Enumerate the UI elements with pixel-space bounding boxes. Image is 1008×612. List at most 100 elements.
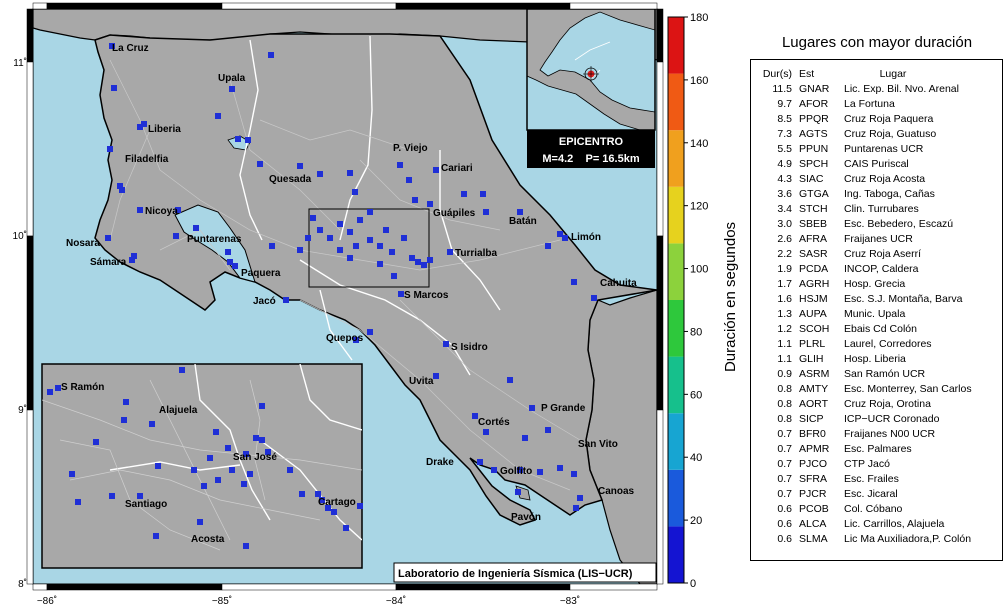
station-marker: [347, 170, 353, 176]
station-marker: [367, 237, 373, 243]
city-jaco: Jacó: [253, 296, 276, 307]
cell-est: PJCO: [799, 458, 828, 470]
station-marker: [427, 201, 433, 207]
colorbar-tick-label: 80: [690, 326, 702, 338]
station-marker: [557, 231, 563, 237]
station-marker: [225, 249, 231, 255]
cell-lugar: INCOP, Caldera: [844, 263, 919, 275]
station-marker: [153, 533, 159, 539]
cell-dur: 0.8: [777, 413, 792, 425]
cell-lugar: Ebais Cd Colón: [844, 323, 917, 335]
cell-est: AGRH: [799, 278, 830, 290]
cell-lugar: Cruz Roja Acosta: [844, 173, 926, 185]
colorbar-label: Duración en segundos: [722, 222, 739, 372]
epicenter-info: M=4.2 P= 16.5km: [542, 153, 639, 165]
city-filadelfia: Filadelfia: [125, 154, 169, 165]
x-tick-label: −83˚: [560, 595, 580, 607]
x-tick-label: −84˚: [386, 595, 406, 607]
station-marker: [257, 161, 263, 167]
land-costa-rica: [94, 33, 657, 526]
station-marker: [352, 189, 358, 195]
station-marker: [207, 455, 213, 461]
cell-est: PLRL: [799, 338, 826, 350]
station-marker: [107, 146, 113, 152]
cell-dur: 0.7: [777, 458, 792, 470]
duration-table: Dur(s) Est Lugar 11.5 GNAR Lic. Exp. Bil. …: [751, 66, 1002, 547]
cell-dur: 0.7: [777, 443, 792, 455]
epicenter-locator: EPICENTRO M=4.2 P= 16.5km: [526, 8, 656, 168]
cell-dur: 0.6: [777, 518, 792, 530]
station-marker: [391, 273, 397, 279]
city-san-vito: San Vito: [578, 439, 618, 450]
table-row: 0.7 PJCO CTP Jacó: [751, 457, 1002, 472]
station-marker: [193, 225, 199, 231]
station-marker: [259, 437, 265, 443]
cell-lugar: Ing. Taboga, Cañas: [844, 188, 935, 200]
stations-main: [105, 43, 597, 511]
cell-lugar: Munic. Upala: [844, 308, 906, 320]
table-row: 11.5 GNAR Lic. Exp. Bil. Nvo. Arenal: [751, 82, 1002, 97]
station-marker: [201, 483, 207, 489]
cell-dur: 9.7: [777, 98, 792, 110]
station-marker: [235, 136, 241, 142]
station-marker: [149, 421, 155, 427]
cell-lugar: La Fortuna: [844, 98, 895, 110]
cell-dur: 3.4: [777, 203, 792, 215]
city-batan: Batán: [509, 216, 537, 227]
cell-dur: 0.7: [777, 488, 792, 500]
colorbar-tick-label: 100: [690, 264, 708, 276]
station-marker: [409, 255, 415, 261]
station-marker: [173, 233, 179, 239]
cell-est: SLMA: [799, 533, 828, 545]
city-nosara: Nosara: [66, 238, 100, 249]
city-s-marcos: S Marcos: [404, 290, 449, 301]
station-marker: [175, 207, 181, 213]
city-uvita: Uvita: [409, 376, 434, 387]
cell-lugar: Cruz Roja, Orotina: [844, 398, 931, 410]
station-marker: [401, 235, 407, 241]
station-marker: [225, 445, 231, 451]
station-marker: [229, 467, 235, 473]
cell-dur: 1.2: [777, 323, 792, 335]
station-marker: [315, 491, 321, 497]
table-row: 0.6 SLMA Lic Ma Auxiliadora,P. Colón: [751, 532, 1002, 547]
station-marker: [337, 247, 343, 253]
colorbar-band: [668, 469, 684, 527]
station-marker: [398, 291, 404, 297]
station-marker: [109, 43, 115, 49]
cell-lugar: San Ramón UCR: [844, 368, 926, 380]
cell-lugar: CTP Jacó: [844, 458, 890, 470]
city-quesada: Quesada: [269, 174, 312, 185]
table-row: 3.4 STCH Clin. Turrubares: [751, 202, 1002, 217]
header-lugar: Lugar: [879, 68, 907, 80]
city-labels: La Cruz Upala Liberia Filadelfia Quesada…: [66, 43, 637, 523]
station-marker: [317, 171, 323, 177]
colorbar-band: [668, 73, 684, 131]
station-marker: [93, 439, 99, 445]
colorbar-tick-label: 40: [690, 452, 702, 464]
cell-dur: 3.6: [777, 188, 792, 200]
station-marker: [47, 389, 53, 395]
station-marker: [287, 467, 293, 473]
station-marker: [427, 257, 433, 263]
city-la-cruz: La Cruz: [112, 43, 149, 54]
city-cortes: Cortés: [478, 417, 510, 428]
cell-lugar: Esc. Palmares: [844, 443, 912, 455]
table-row: 0.7 BFR0 Fraijanes N00 UCR: [751, 427, 1002, 442]
station-marker: [347, 229, 353, 235]
city-upala: Upala: [218, 73, 246, 84]
station-marker: [215, 113, 221, 119]
station-marker: [155, 463, 161, 469]
panel-title: Lugares con mayor duración: [781, 34, 973, 51]
city-samara: Sámara: [90, 257, 127, 268]
cell-est: PPQR: [799, 113, 829, 125]
station-marker: [433, 167, 439, 173]
epicenter-title: EPICENTRO: [559, 136, 624, 148]
station-marker: [243, 543, 249, 549]
station-marker: [105, 235, 111, 241]
cell-dur: 4.3: [777, 173, 792, 185]
station-marker: [283, 297, 289, 303]
inset-city-acosta: Acosta: [191, 534, 225, 545]
colorbar-tick-label: 120: [690, 201, 708, 213]
